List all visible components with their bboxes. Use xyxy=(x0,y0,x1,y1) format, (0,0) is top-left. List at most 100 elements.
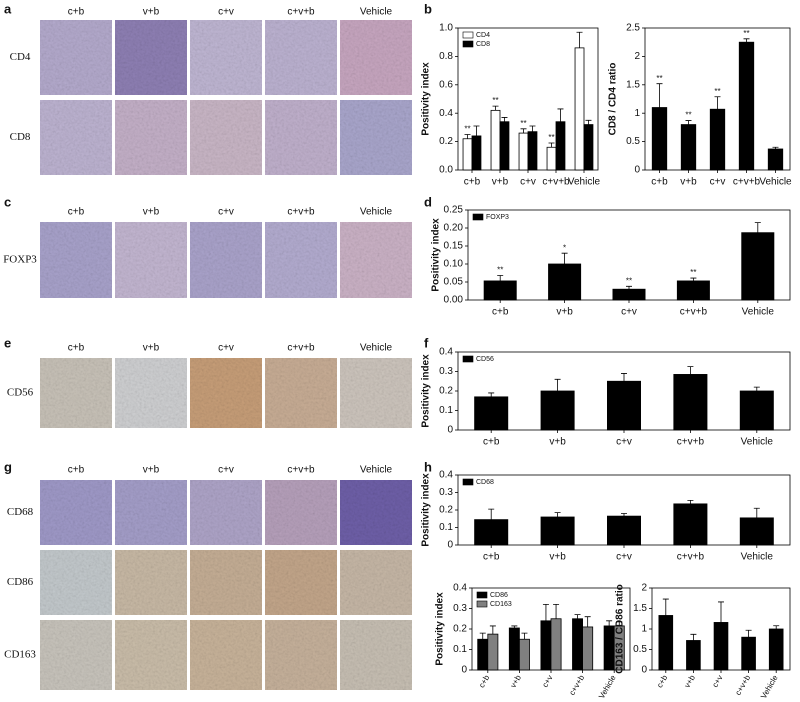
legend-swatch xyxy=(462,355,474,363)
x-tick-label: c+v xyxy=(616,552,632,563)
bar xyxy=(673,374,708,431)
x-tick-label: Vehicle xyxy=(741,552,774,563)
y-tick-label: 0 xyxy=(447,540,453,551)
error-bar xyxy=(621,373,627,382)
x-tick-label: Vehicle xyxy=(742,307,775,318)
x-tick-label: v+b xyxy=(549,552,566,563)
micrograph-texture xyxy=(190,620,262,690)
y-tick-label: 0.5 xyxy=(626,136,640,147)
y-tick-label: 0.2 xyxy=(439,505,453,516)
micrograph-texture xyxy=(40,480,112,545)
micrograph-texture xyxy=(190,358,262,428)
micrograph-texture xyxy=(190,222,262,298)
y-tick-label: 0.05 xyxy=(444,277,464,288)
error-bar xyxy=(520,128,527,134)
micrograph-texture xyxy=(40,358,112,428)
column-header: v+b xyxy=(143,343,160,354)
error-bar xyxy=(687,366,694,375)
column-header: v+b xyxy=(143,7,160,18)
micrograph-texture xyxy=(190,20,262,95)
y-tick-label: 0 xyxy=(461,665,467,676)
x-tick-label: c+b xyxy=(464,177,481,188)
x-tick-label: Vehicle xyxy=(759,177,792,188)
panel-letter: e xyxy=(4,335,11,350)
error-bar xyxy=(529,125,536,132)
bar xyxy=(739,390,774,431)
y-tick-label: 0 xyxy=(634,165,640,176)
y-tick-label: 0.15 xyxy=(444,241,464,252)
error-bar xyxy=(488,508,495,520)
error-bar xyxy=(479,632,486,640)
micrograph-texture xyxy=(265,358,337,428)
y-tick-label: 0.2 xyxy=(453,624,467,635)
error-bar xyxy=(621,513,627,517)
panel-letter: d xyxy=(424,194,432,209)
x-tick-label: c+v+b xyxy=(677,552,705,563)
bar xyxy=(651,107,668,171)
column-header: c+v+b xyxy=(287,343,315,354)
column-header: c+v xyxy=(218,343,234,354)
error-bar xyxy=(606,620,613,626)
bar xyxy=(462,138,473,171)
bar xyxy=(490,109,501,171)
error-bar xyxy=(718,601,724,623)
bar xyxy=(471,135,482,171)
significance-marker: ** xyxy=(464,125,470,134)
y-tick-label: 0.3 xyxy=(453,603,467,614)
error-bar xyxy=(557,108,564,122)
bar xyxy=(658,615,674,671)
bar xyxy=(574,47,585,171)
error-bar xyxy=(687,499,694,504)
micrograph-texture xyxy=(40,620,112,690)
error-bar xyxy=(753,507,760,518)
legend-swatch xyxy=(462,40,474,48)
y-tick-label: 0.1 xyxy=(453,644,467,655)
panel-letter: f xyxy=(424,335,429,350)
x-tick-label: v+b xyxy=(683,673,698,689)
legend-label: CD163 xyxy=(490,601,512,608)
bar xyxy=(474,519,509,546)
micrograph-texture xyxy=(265,620,337,690)
micrograph-texture xyxy=(265,20,337,95)
significance-marker: ** xyxy=(497,266,503,275)
column-header: c+b xyxy=(68,465,85,476)
y-tick-label: 0.4 xyxy=(439,470,453,481)
column-header: c+v+b xyxy=(287,7,315,18)
column-header: c+b xyxy=(68,207,85,218)
bar xyxy=(555,121,566,171)
y-tick-label: 0 xyxy=(641,665,647,676)
y-axis-label: Positivity index xyxy=(421,473,432,547)
column-header: c+v xyxy=(218,465,234,476)
y-tick-label: 0.5 xyxy=(633,644,647,655)
x-tick-label: v+b xyxy=(509,673,524,689)
y-axis-label: CD8 / CD4 ratio xyxy=(608,63,619,136)
x-tick-label: c+v xyxy=(621,307,637,318)
y-tick-label: 0.20 xyxy=(444,223,464,234)
micrograph-texture xyxy=(40,550,112,615)
x-tick-label: Vehicle xyxy=(759,673,780,700)
error-bar xyxy=(561,252,568,264)
x-tick-label: c+v xyxy=(710,177,726,188)
x-tick-label: c+v xyxy=(520,177,536,188)
bar xyxy=(603,625,615,671)
column-header: c+v xyxy=(218,207,234,218)
error-bar xyxy=(521,632,528,640)
error-bar xyxy=(489,625,496,635)
bar xyxy=(738,41,755,171)
bar xyxy=(673,503,708,546)
bar xyxy=(550,618,562,671)
bar xyxy=(741,232,775,301)
x-tick-label: Vehicle xyxy=(597,673,618,700)
x-tick-label: v+b xyxy=(680,177,697,188)
x-tick-label: c+b xyxy=(651,177,668,188)
error-bar xyxy=(772,146,779,149)
micrograph-texture xyxy=(115,358,187,428)
bar xyxy=(607,515,642,546)
micrograph-texture xyxy=(265,222,337,298)
column-header: c+b xyxy=(68,343,85,354)
micrograph-texture xyxy=(340,358,412,428)
bar xyxy=(477,638,489,671)
column-header: v+b xyxy=(143,465,160,476)
bar xyxy=(519,638,530,671)
error-bar xyxy=(574,614,581,619)
